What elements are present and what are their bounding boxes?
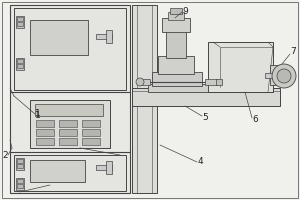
Text: 5: 5 <box>202 114 208 122</box>
Bar <box>14 8 126 90</box>
Text: 7: 7 <box>290 47 296 56</box>
Bar <box>140 79 150 85</box>
Bar <box>36 120 54 127</box>
Text: 1: 1 <box>35 108 41 117</box>
Bar <box>59 138 77 145</box>
Bar <box>17 179 23 183</box>
Bar <box>205 79 217 85</box>
Circle shape <box>272 64 296 88</box>
Bar <box>35 104 103 116</box>
Bar <box>166 30 186 58</box>
Circle shape <box>136 78 144 86</box>
Bar <box>30 160 85 182</box>
Bar <box>16 178 24 190</box>
Text: 6: 6 <box>252 116 258 124</box>
Bar <box>17 22 23 26</box>
Bar <box>30 20 88 55</box>
Circle shape <box>277 69 291 83</box>
Bar <box>270 65 284 85</box>
Bar <box>17 159 23 163</box>
Bar <box>152 72 202 86</box>
Bar <box>96 165 112 170</box>
Bar <box>59 129 77 136</box>
Bar <box>16 16 24 28</box>
Bar <box>16 58 24 70</box>
Bar <box>265 73 285 78</box>
Bar <box>30 100 110 148</box>
Text: 9: 9 <box>182 7 188 17</box>
Text: 1: 1 <box>35 110 41 119</box>
Bar <box>132 5 157 193</box>
Text: 2: 2 <box>2 150 8 160</box>
Bar <box>36 138 54 145</box>
Bar <box>17 64 23 68</box>
Bar <box>208 42 273 92</box>
Bar <box>132 88 280 106</box>
Bar <box>36 129 54 136</box>
Bar <box>106 30 112 43</box>
Bar <box>59 120 77 127</box>
Bar <box>82 138 100 145</box>
Bar <box>162 18 190 32</box>
Bar <box>82 129 100 136</box>
Bar <box>96 34 112 39</box>
Bar <box>106 161 112 174</box>
Text: 4: 4 <box>197 158 203 166</box>
Bar <box>148 84 208 92</box>
Bar <box>14 155 126 191</box>
Bar <box>170 8 182 14</box>
Bar <box>16 158 24 170</box>
Bar <box>17 17 23 21</box>
Bar <box>216 79 222 85</box>
Bar <box>17 184 23 188</box>
Bar <box>10 5 130 193</box>
Bar <box>17 164 23 168</box>
Bar <box>158 56 194 74</box>
Bar <box>168 12 184 20</box>
Bar <box>17 59 23 63</box>
Bar <box>82 120 100 127</box>
